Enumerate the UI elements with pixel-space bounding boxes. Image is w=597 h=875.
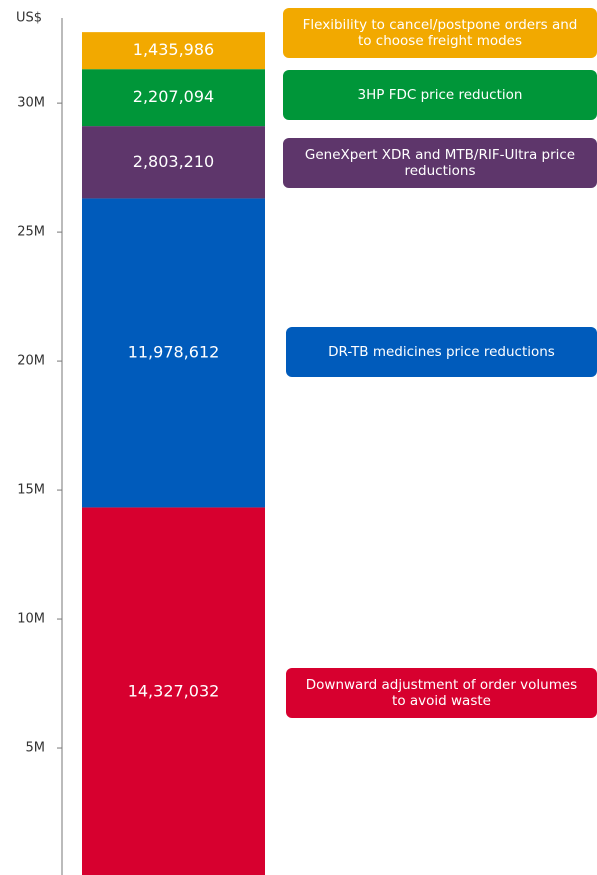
bar-segment — [82, 198, 265, 508]
data-label: 1,435,986 — [133, 40, 214, 59]
legend-note: DR-TB medicines price reductions — [286, 327, 597, 377]
bar-segment — [82, 507, 265, 875]
data-label: 11,978,612 — [128, 342, 220, 361]
bar-segment — [82, 69, 265, 127]
bar-segment — [82, 32, 265, 70]
y-tick-label: 5M — [26, 741, 46, 756]
y-tick-label: 30M — [17, 96, 45, 111]
legend-note: 3HP FDC price reduction — [283, 70, 597, 120]
y-tick-label: 15M — [17, 483, 45, 498]
y-tick-label: 10M — [17, 612, 45, 627]
data-label: 2,803,210 — [133, 152, 214, 171]
legend-note: GeneXpert XDR and MTB/RIF-Ultra price re… — [283, 138, 597, 188]
y-tick-label: 25M — [17, 225, 45, 240]
y-axis-label: US$ — [16, 11, 42, 26]
bar-segment — [82, 126, 265, 199]
legend-note: Downward adjustment of order volumes to … — [286, 668, 597, 718]
legend-note: Flexibility to cancel/postpone orders an… — [283, 8, 597, 58]
data-label: 14,327,032 — [128, 682, 220, 701]
y-tick-label: 20M — [17, 354, 45, 369]
data-label: 2,207,094 — [133, 87, 214, 106]
